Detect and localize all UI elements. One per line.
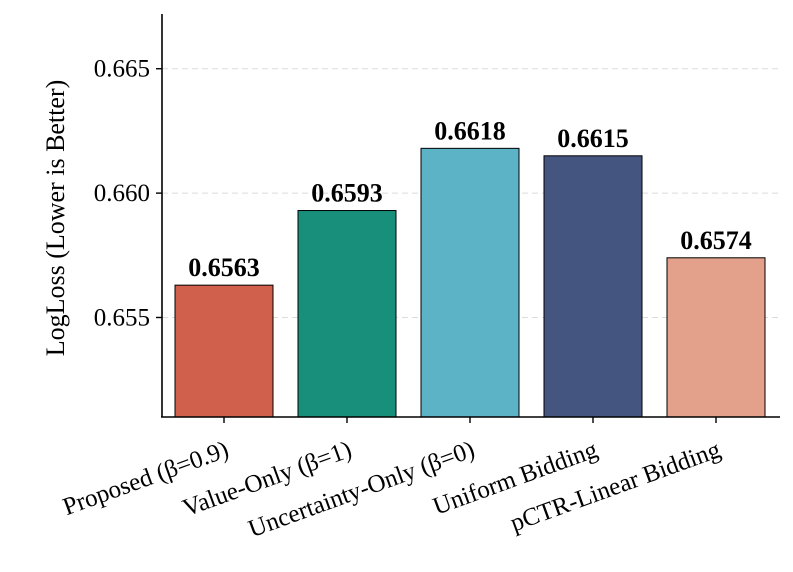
data-label: 0.6574 — [680, 226, 752, 255]
data-label: 0.6618 — [434, 116, 506, 145]
bars — [174, 147, 766, 418]
y-axis-title: LogLoss (Lower is Better) — [41, 80, 70, 357]
x-ticks: Proposed (β=0.9)Value-Only (β=1)Uncertai… — [59, 417, 725, 543]
y-ticks: 0.655 0.660 0.665 — [94, 56, 162, 331]
bar — [420, 147, 520, 418]
data-label: 0.6593 — [311, 179, 383, 208]
data-label: 0.6615 — [557, 124, 629, 153]
bar — [666, 257, 766, 418]
bar — [543, 155, 643, 418]
x-tick-label: pCTR-Linear Bidding — [507, 436, 725, 537]
y-tick-label: 0.660 — [94, 180, 150, 207]
bar — [174, 284, 274, 418]
data-labels: 0.6563 0.6593 0.6618 0.6615 0.6574 — [188, 116, 752, 282]
y-tick-label: 0.655 — [94, 304, 150, 331]
y-tick-label: 0.665 — [94, 56, 150, 83]
bar — [297, 210, 397, 418]
data-label: 0.6563 — [188, 253, 260, 282]
